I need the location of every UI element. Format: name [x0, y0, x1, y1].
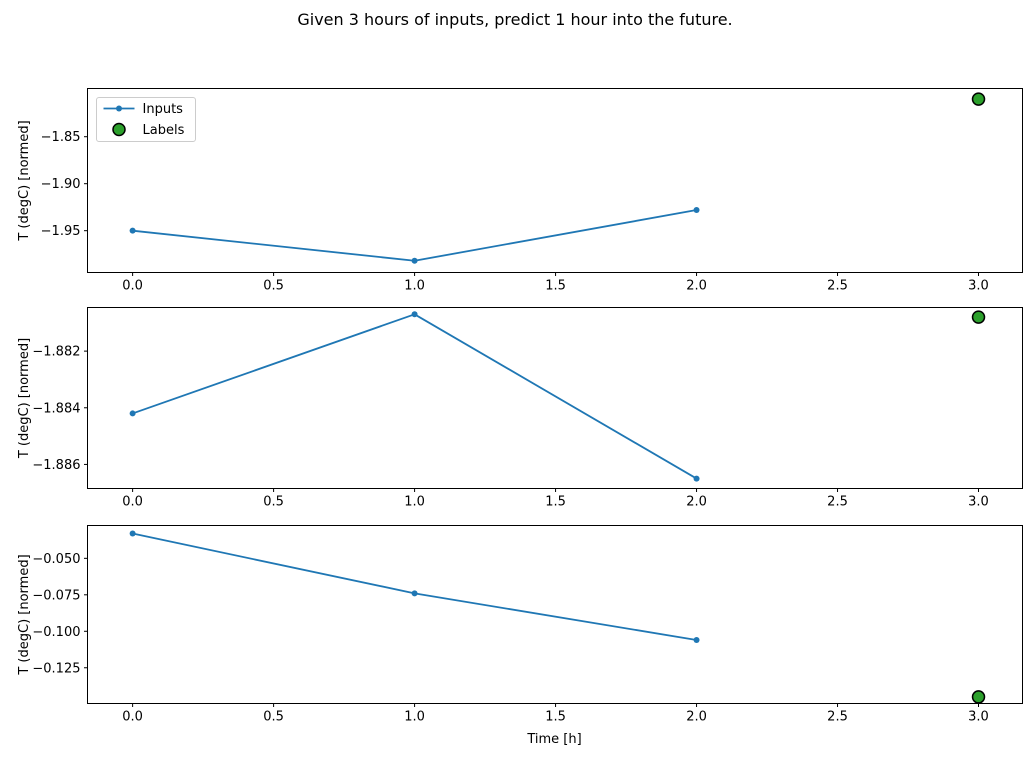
x-tick-label: 3.0	[968, 279, 989, 294]
y-tick-label: −1.884	[32, 401, 80, 416]
y-tick-label: −1.95	[41, 224, 81, 239]
y-tick-label: −0.075	[32, 588, 80, 603]
inputs-marker	[411, 311, 418, 318]
x-tick-label: 0.0	[122, 710, 143, 725]
y-tick-label: −1.85	[41, 130, 81, 145]
inputs-marker	[129, 227, 136, 234]
x-tick-label: 2.0	[686, 279, 707, 294]
x-tick-label: 2.5	[827, 495, 848, 510]
x-tick-label: 1.5	[545, 710, 566, 725]
axes-spines	[87, 307, 1023, 489]
legend-labels-label: Labels	[143, 123, 185, 138]
x-tick-label: 2.5	[827, 710, 848, 725]
legend-labels-marker-sample	[112, 122, 126, 137]
y-tick-label: −1.882	[32, 345, 80, 360]
axes-spines	[87, 525, 1023, 704]
axes-spines	[87, 88, 1023, 273]
legend: Inputs Labels	[96, 97, 196, 142]
x-tick-label: 1.5	[545, 279, 566, 294]
x-tick-label: 1.5	[545, 495, 566, 510]
inputs-line	[132, 209, 697, 262]
x-tick-label: 2.0	[686, 710, 707, 725]
x-tick-label: 0.5	[263, 279, 284, 294]
x-tick-label: 2.5	[827, 279, 848, 294]
subplot-2: 0.0 0.5 1.0 1.5 2.0 2.5 3.0 −1.882 −1.884 −1.886T…	[17, 307, 1023, 510]
inputs-marker	[693, 207, 700, 214]
inputs-marker	[411, 257, 418, 264]
inputs-line	[132, 313, 698, 480]
y-tick-label: −0.125	[32, 661, 80, 676]
inputs-line	[132, 532, 697, 641]
x-tick-label: 2.0	[686, 495, 707, 510]
y-axis-label: T (degC) [normed]	[17, 554, 32, 675]
labels-point	[971, 92, 986, 106]
x-tick-label: 0.5	[263, 495, 284, 510]
x-tick-label: 0.0	[122, 279, 143, 294]
y-tick-label: −1.886	[32, 458, 80, 473]
x-tick-label: 0.0	[122, 495, 143, 510]
subplot-3: 0.0 0.5 1.0 1.5 2.0 2.5 3.0 −0.050 −0.075 −0.100 −…	[17, 525, 1023, 725]
y-tick-label: −0.050	[32, 552, 80, 567]
y-tick-label: −1.90	[41, 177, 81, 192]
inputs-marker	[693, 637, 700, 644]
y-axis-label: T (degC) [normed]	[17, 120, 32, 241]
y-tick-label: −0.100	[32, 625, 80, 640]
inputs-marker	[693, 475, 700, 482]
labels-point	[971, 310, 986, 324]
y-axis-label: T (degC) [normed]	[17, 338, 32, 459]
x-tick-label: 3.0	[968, 495, 989, 510]
x-tick-label: 1.0	[404, 710, 425, 725]
inputs-marker	[129, 410, 136, 417]
x-tick-label: 1.0	[404, 495, 425, 510]
inputs-marker	[411, 590, 418, 597]
x-tick-label: 3.0	[968, 710, 989, 725]
figure-title: Given 3 hours of inputs, predict 1 hour …	[297, 10, 733, 29]
legend-inputs-marker-sample	[116, 105, 122, 112]
legend-inputs-label: Inputs	[143, 102, 184, 117]
labels-point	[971, 690, 986, 704]
inputs-marker	[129, 530, 136, 537]
subplot-1: 0.0 0.5 1.0 1.5 2.0 2.5 3.0 −1.85 −1.90 −1.95 T (d…	[17, 88, 1023, 294]
x-tick-label: 1.0	[404, 279, 425, 294]
x-tick-label: 0.5	[263, 710, 284, 725]
x-axis-label: Time [h]	[527, 732, 582, 747]
